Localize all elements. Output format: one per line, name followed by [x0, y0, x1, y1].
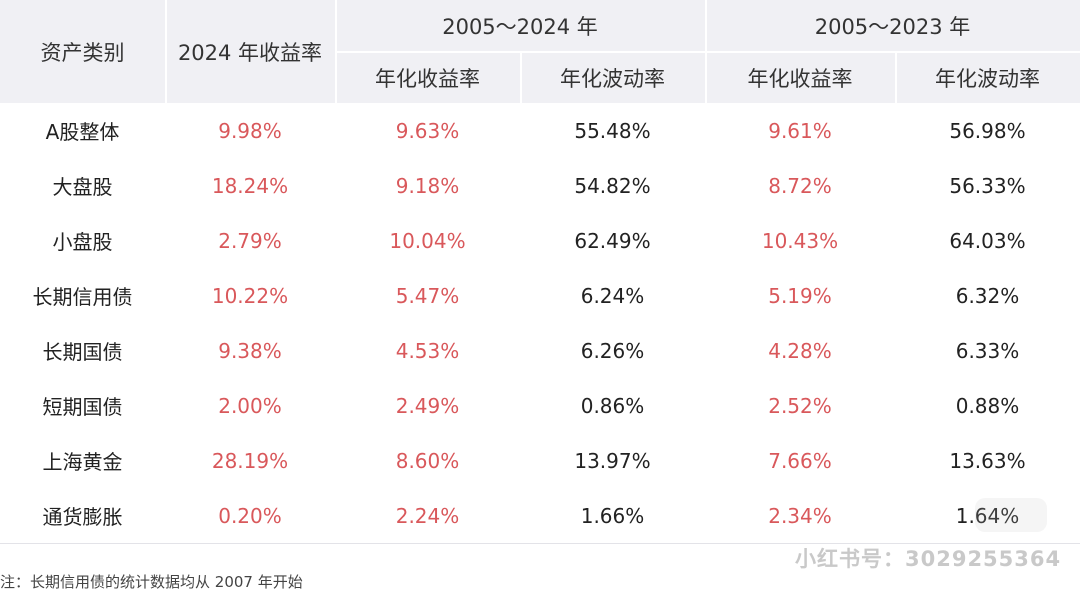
asset-name: 小盘股 — [52, 230, 113, 254]
annual-return-a: 4.53% — [395, 338, 460, 363]
header-annual-return-a: 年化收益率 — [375, 66, 480, 91]
table-row: 长期信用债 10.22% 5.47% 6.24% 5.19% 6.32% — [0, 268, 1080, 324]
table-row: 小盘股 2.79% 10.04% 62.49% 10.43% 64.03% — [0, 213, 1080, 269]
header-divider — [335, 51, 1080, 53]
table-row: 短期国债 2.00% 2.49% 0.86% 2.52% 0.88% — [0, 378, 1080, 434]
annual-volatility-a: 13.97% — [574, 448, 651, 473]
annual-return-a: 5.47% — [395, 283, 460, 308]
annual-return-b: 4.28% — [768, 338, 832, 363]
table-row: 大盘股 18.24% 9.18% 54.82% 8.72% 56.33% — [0, 158, 1080, 214]
watermark-id: 小红书号：3029255364 — [795, 547, 1062, 571]
annual-volatility-b: 13.63% — [949, 448, 1026, 473]
header-annual-volatility-b: 年化波动率 — [935, 66, 1040, 91]
annual-return-a: 2.49% — [395, 393, 460, 418]
header-period-2005-2023: 2005～2023 年 — [814, 15, 971, 39]
asset-name: 短期国债 — [42, 395, 123, 419]
annual-return-b: 8.72% — [768, 173, 832, 198]
header-return-2024: 2024 年收益率 — [177, 40, 323, 65]
return-2024: 2.00% — [218, 393, 282, 418]
asset-name: 长期国债 — [42, 340, 123, 364]
annual-volatility-a: 6.26% — [580, 338, 645, 363]
asset-name: 长期信用债 — [32, 285, 133, 309]
asset-name: A股整体 — [45, 120, 120, 144]
header-period-2005-2024: 2005～2024 年 — [442, 15, 598, 39]
annual-volatility-a: 0.86% — [580, 393, 645, 418]
annual-return-b: 7.66% — [768, 448, 832, 473]
header-divider — [520, 52, 522, 103]
annual-volatility-a: 1.66% — [580, 503, 645, 528]
annual-volatility-b: 64.03% — [949, 228, 1026, 253]
asset-name: 大盘股 — [52, 175, 113, 199]
annual-return-a: 2.24% — [395, 503, 460, 528]
asset-name: 上海黄金 — [42, 450, 123, 474]
annual-volatility-b: 1.64% — [955, 503, 1020, 528]
annual-volatility-a: 62.49% — [574, 228, 651, 253]
annual-return-a: 10.04% — [389, 228, 466, 253]
header-divider — [895, 52, 897, 103]
annual-return-b: 10.43% — [761, 228, 839, 253]
annual-volatility-a: 54.82% — [574, 173, 651, 198]
annual-return-b: 2.34% — [768, 503, 832, 528]
annual-return-a: 9.63% — [395, 118, 460, 143]
annual-volatility-a: 6.24% — [580, 283, 645, 308]
annual-return-b: 2.52% — [768, 393, 832, 418]
footnote: 注：长期信用债的统计数据均从 2007 年开始 — [0, 573, 303, 591]
table-row: 通货膨胀 0.20% 2.24% 1.66% 2.34% 1.64% — [0, 488, 1080, 544]
header-divider — [165, 0, 167, 103]
header-annual-volatility-a: 年化波动率 — [560, 66, 665, 91]
watermark-logo — [975, 498, 1047, 532]
header-asset-class: 资产类别 — [40, 40, 125, 65]
header-annual-return-b: 年化收益率 — [747, 66, 853, 91]
annual-volatility-b: 6.32% — [955, 283, 1020, 308]
annual-volatility-b: 56.33% — [949, 173, 1026, 198]
table-row: 长期国债 9.38% 4.53% 6.26% 4.28% 6.33% — [0, 323, 1080, 379]
return-2024: 18.24% — [211, 173, 289, 198]
annual-volatility-b: 6.33% — [955, 338, 1020, 363]
return-2024: 9.98% — [218, 118, 282, 143]
table-row: 上海黄金 28.19% 8.60% 13.97% 7.66% 13.63% — [0, 433, 1080, 489]
return-2024: 0.20% — [218, 503, 282, 528]
table-row: A股整体 9.98% 9.63% 55.48% 9.61% 56.98% — [0, 103, 1080, 159]
annual-return-a: 8.60% — [395, 448, 460, 473]
annual-return-b: 9.61% — [768, 118, 832, 143]
annual-volatility-a: 55.48% — [574, 118, 651, 143]
return-2024: 28.19% — [211, 448, 289, 473]
return-2024: 2.79% — [218, 228, 282, 253]
annual-return-a: 9.18% — [395, 173, 460, 198]
annual-volatility-b: 0.88% — [955, 393, 1020, 418]
annual-volatility-b: 56.98% — [949, 118, 1026, 143]
annual-return-b: 5.19% — [768, 283, 832, 308]
return-2024: 9.38% — [218, 338, 282, 363]
asset-name: 通货膨胀 — [42, 505, 123, 529]
return-2024: 10.22% — [211, 283, 289, 308]
